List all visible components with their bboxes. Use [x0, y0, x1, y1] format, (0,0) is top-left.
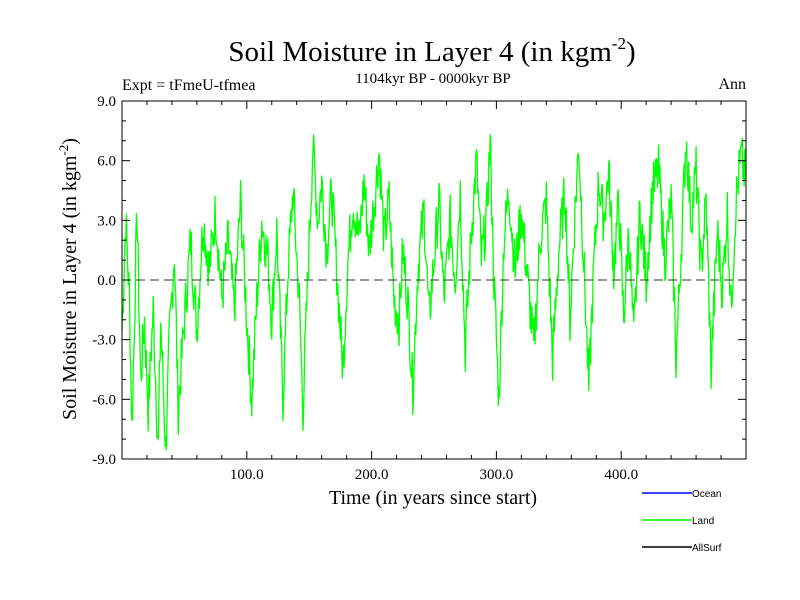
- series-land-group: [121, 134, 747, 451]
- x-axis-label: Time (in years since start): [329, 487, 537, 509]
- x-tick-label: 300.0: [480, 467, 514, 483]
- y-tick-label: 9.0: [97, 94, 116, 110]
- plot-area: 100.0 200.0 300.0 400.0 -9.0 -6.0 -3.0 0.0 3.0 6…: [92, 94, 747, 483]
- y-axis-label-close: ): [59, 138, 81, 145]
- y-tick-label: -6.0: [92, 392, 116, 408]
- x-tick-label: 100.0: [230, 467, 264, 483]
- chart-subtitle: 1104kyr BP - 0000kyr BP: [355, 71, 511, 87]
- chart-title-close: ): [626, 36, 636, 68]
- experiment-label: Expt = tFmeU-tfmea: [122, 77, 255, 94]
- chart-title: Soil Moisture in Layer 4 (in kgm-2): [228, 34, 635, 68]
- x-tick-label: 400.0: [604, 467, 638, 483]
- y-axis-label-main: Soil Moisture in Layer 4 (in kgm: [59, 155, 81, 420]
- x-tick-label: 200.0: [355, 467, 389, 483]
- legend-label-allsurf: AllSurf: [692, 543, 722, 554]
- y-axis-label-sup: -2: [56, 145, 71, 156]
- y-tick-label: -3.0: [92, 333, 116, 349]
- y-tick-label: 3.0: [97, 213, 116, 229]
- legend-label-land: Land: [692, 516, 714, 527]
- y-axis-label: Soil Moisture in Layer 4 (in kgm-2): [56, 138, 81, 420]
- y-axis-ticks: -9.0 -6.0 -3.0 0.0 3.0 6.0 9.0: [92, 94, 746, 468]
- legend-label-ocean: Ocean: [692, 489, 721, 500]
- chart-title-sup: -2: [612, 34, 626, 53]
- y-tick-label: -9.0: [92, 452, 116, 468]
- series-line-land: [121, 134, 747, 451]
- legend: Ocean Land AllSurf: [642, 489, 722, 554]
- y-tick-label: 6.0: [97, 154, 116, 170]
- y-tick-label: 0.0: [97, 273, 116, 289]
- x-axis-ticks: 100.0 200.0 300.0 400.0: [146, 101, 722, 483]
- chart-title-main: Soil Moisture in Layer 4 (in kgm: [228, 36, 612, 68]
- season-label: Ann: [718, 76, 746, 93]
